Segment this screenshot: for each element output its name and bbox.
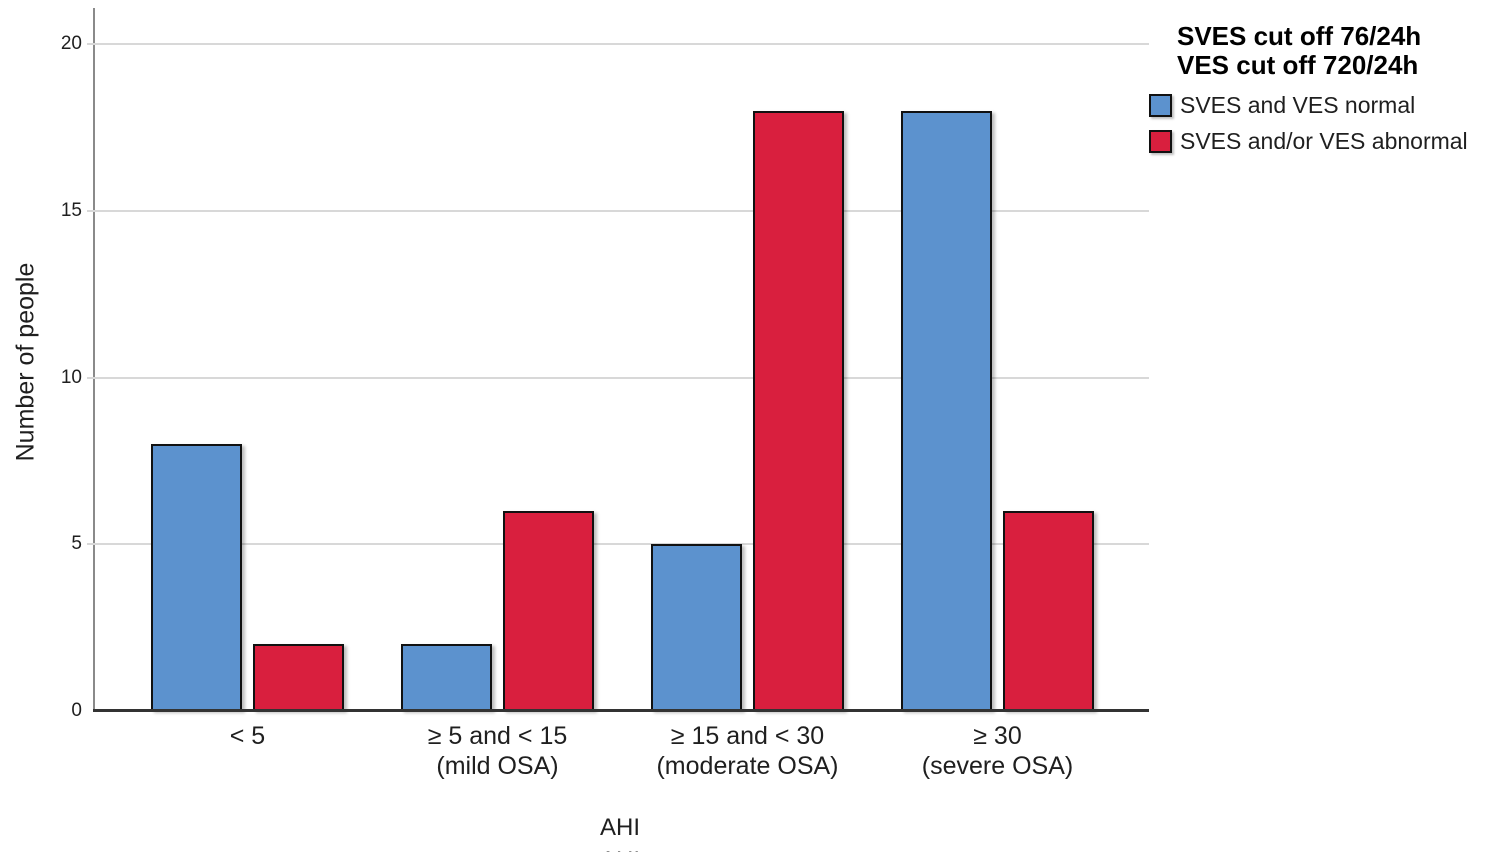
- y-axis-title: Number of people: [11, 262, 40, 462]
- bar-series1-group1: [151, 444, 242, 711]
- bar-series2-group1: [253, 644, 344, 711]
- legend-item-2: SVES and/or VES abnormal: [1149, 128, 1468, 155]
- bar-series1-group2: [401, 644, 492, 711]
- bar-series1-group3: [651, 544, 742, 711]
- legend-title: SVES cut off 76/24h VES cut off 720/24h: [1177, 22, 1421, 79]
- bar-series2-group3: [753, 110, 844, 711]
- x-category-label-3: ≥ 15 and < 30 (moderate OSA): [656, 722, 839, 780]
- legend-swatch-2: [1149, 130, 1172, 153]
- bar-series2-group4: [1003, 510, 1094, 711]
- legend-label-1: SVES and VES normal: [1180, 92, 1416, 118]
- x-category-label-2: ≥ 5 and < 15 (mild OSA): [427, 722, 568, 780]
- x-category-label-1: < 5: [229, 722, 266, 750]
- y-tick-label-5: 5: [71, 533, 82, 555]
- y-tick-label-10: 10: [60, 366, 82, 388]
- gridline-y-15: [87, 209, 1149, 212]
- legend-title-line1: SVES cut off 76/24h: [1177, 21, 1422, 51]
- legend-item-1: SVES and VES normal: [1149, 92, 1468, 119]
- x-axis-clipped-text: AHI: [495, 848, 745, 852]
- legend-label-2: SVES and/or VES abnormal: [1180, 128, 1468, 154]
- y-tick-label-20: 20: [60, 33, 82, 54]
- gridline-y-10: [87, 376, 1149, 379]
- x-category-label-4: ≥ 30 (severe OSA): [921, 722, 1074, 780]
- bar-series1-group4: [901, 110, 992, 711]
- y-tick-label-0: 0: [71, 700, 82, 721]
- gridline-y-5: [87, 543, 1149, 546]
- legend-items: SVES and VES normal SVES and/or VES abnor…: [1149, 92, 1468, 155]
- y-axis-line: [93, 8, 95, 711]
- y-tick-label-15: 15: [60, 199, 82, 221]
- legend-swatch-1: [1149, 94, 1172, 117]
- gridline-y-20: [87, 43, 1149, 45]
- legend-title-line2: VES cut off 720/24h: [1177, 49, 1419, 80]
- x-axis-baseline: [93, 709, 1149, 712]
- bar-series2-group2: [503, 510, 594, 711]
- x-axis-title: AHI: [599, 814, 640, 841]
